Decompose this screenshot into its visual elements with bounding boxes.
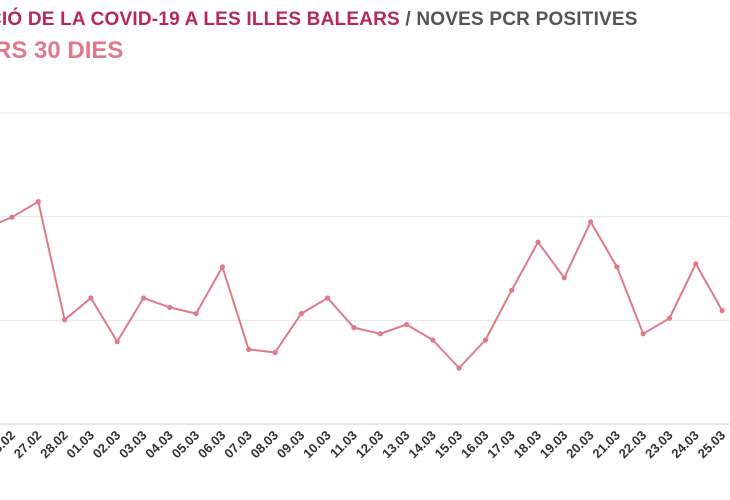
data-point-18.03 [535,240,540,245]
data-point-25.03 [720,308,725,313]
data-point-23.03 [667,316,672,321]
x-tick-label: 23.03 [642,428,676,462]
data-point-15.03 [457,365,462,370]
x-tick-label: 07.03 [221,428,255,462]
x-tick-label: 01.03 [63,428,97,462]
x-tick-label: 10.03 [300,428,334,462]
data-point-10.03 [325,295,330,300]
data-point-01.03 [88,295,93,300]
series-line [0,202,722,368]
data-point-08.03 [272,350,277,355]
data-point-27.02 [36,199,41,204]
x-tick-label: 14.03 [405,428,439,462]
x-tick-label: 24.03 [668,428,702,462]
data-point-07.03 [246,347,251,352]
x-tick-label: 09.03 [274,428,308,462]
data-point-05.03 [194,311,199,316]
data-point-16.03 [483,337,488,342]
x-tick-label: 03.03 [116,428,150,462]
x-tick-label: 05.03 [169,428,203,462]
data-point-11.03 [351,325,356,330]
x-tick-label: 15.03 [432,428,466,462]
data-point-21.03 [614,264,619,269]
x-tick-label: 17.03 [484,428,518,462]
x-tick-label: 08.03 [248,428,282,462]
data-point-28.02 [62,317,67,322]
data-point-20.03 [588,219,593,224]
x-tick-label: 04.03 [142,428,176,462]
x-tick-label: 06.03 [195,428,229,462]
x-tick-label: 21.03 [589,428,623,462]
x-tick-label: 19.03 [537,428,571,462]
data-point-22.03 [641,331,646,336]
x-tick-label: 25.03 [695,428,729,462]
x-tick-label: 27.02 [11,428,45,462]
data-point-13.03 [404,322,409,327]
data-point-26.02 [9,215,14,220]
data-point-06.03 [220,264,225,269]
x-tick-label: 22.03 [616,428,650,462]
x-tick-label: 02.03 [90,428,124,462]
x-tick-label: 11.03 [327,428,360,461]
data-point-03.03 [141,295,146,300]
data-point-12.03 [378,331,383,336]
data-point-17.03 [509,288,514,293]
data-point-19.03 [562,275,567,280]
x-tick-label: 16.03 [458,428,492,462]
data-point-04.03 [167,305,172,310]
x-tick-label: 13.03 [379,428,413,462]
data-point-24.03 [693,261,698,266]
data-point-02.03 [115,339,120,344]
x-tick-label: 18.03 [511,428,545,462]
data-point-14.03 [430,337,435,342]
x-tick-label: 12.03 [353,428,387,462]
data-point-09.03 [299,311,304,316]
x-tick-label: 28.02 [37,428,71,462]
x-tick-label: 20.03 [563,428,597,462]
